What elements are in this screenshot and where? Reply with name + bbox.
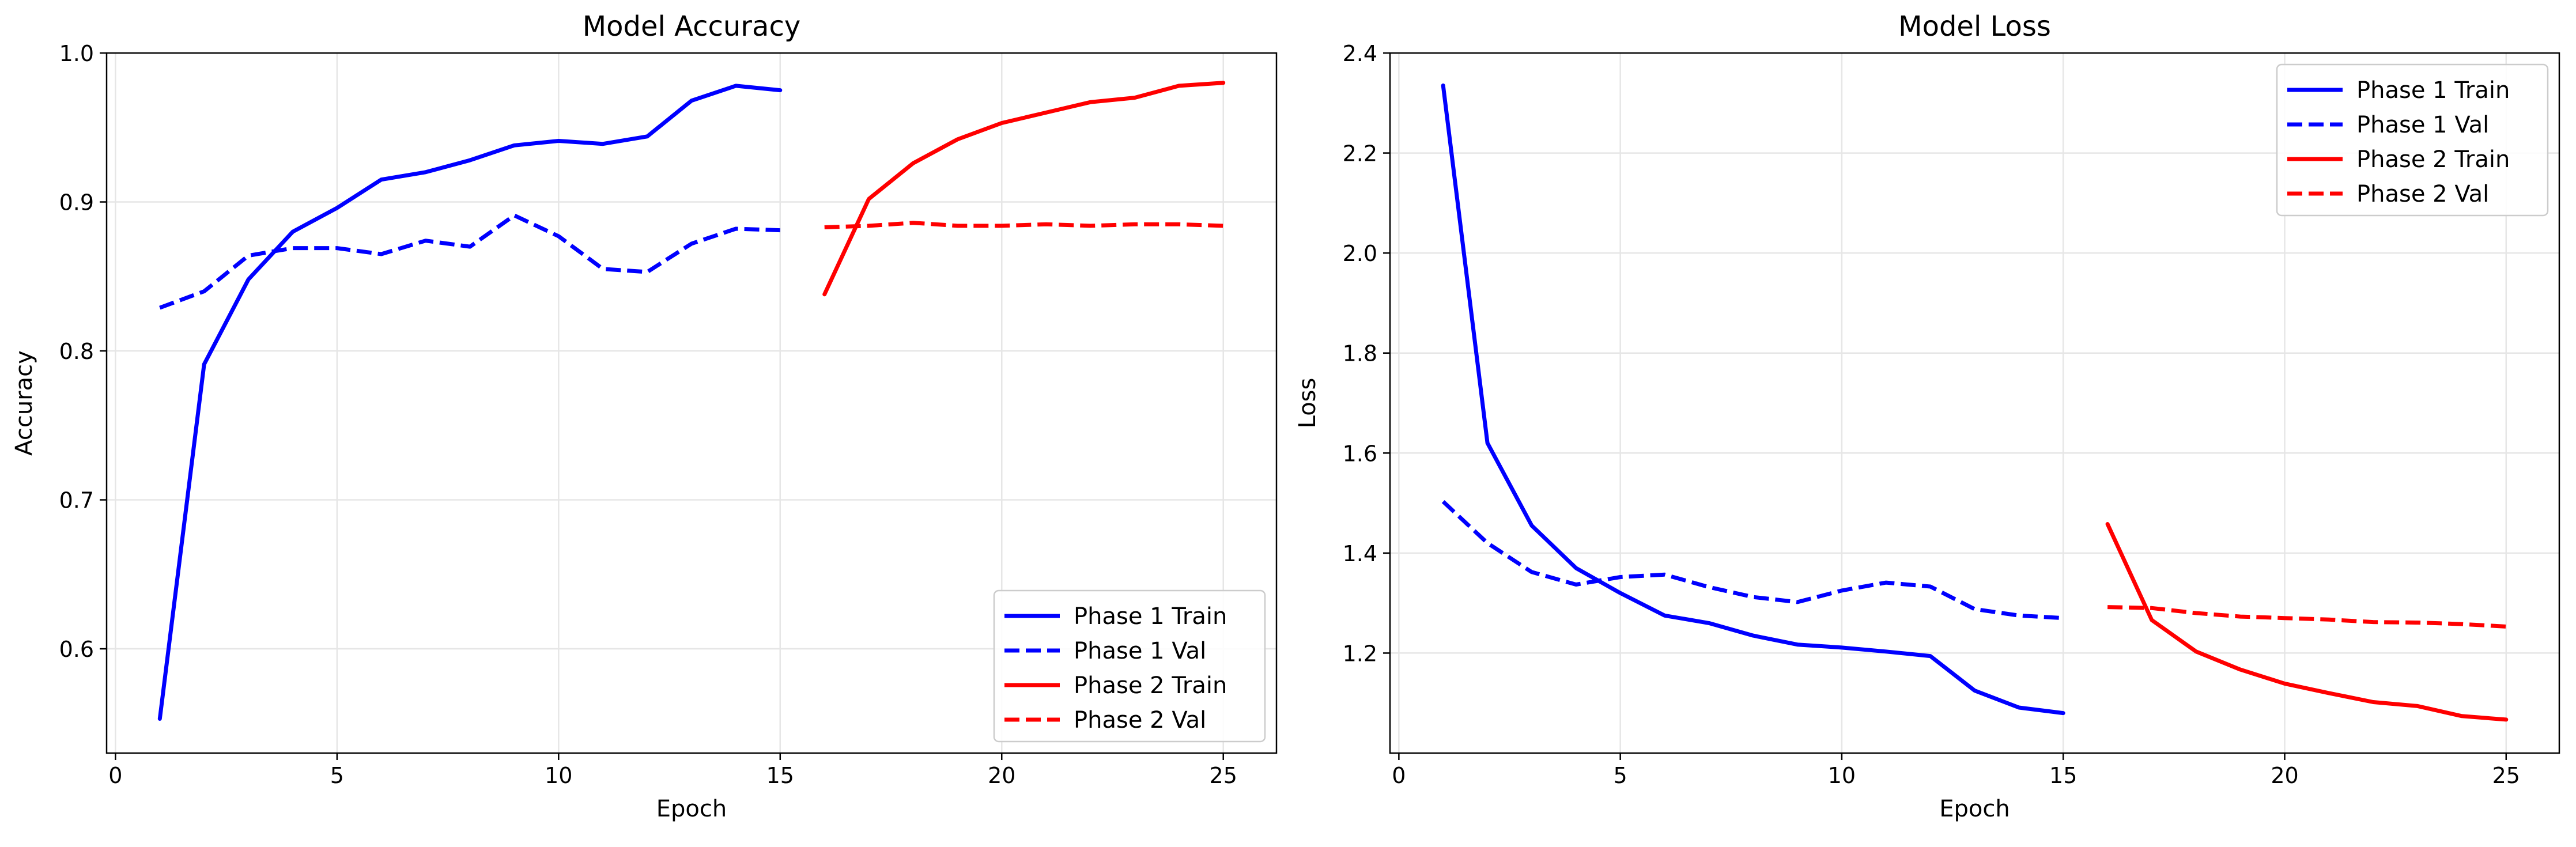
x-tick-label: 15: [2049, 763, 2077, 788]
x-tick-label: 10: [1828, 763, 1856, 788]
legend-label: Phase 1 Train: [1074, 603, 1227, 630]
x-tick-label: 10: [545, 763, 572, 788]
x-tick-label: 20: [988, 763, 1015, 788]
x-tick-label: 5: [1614, 763, 1627, 788]
legend-label: Phase 2 Val: [1074, 707, 1206, 733]
x-tick-label: 25: [1210, 763, 1237, 788]
y-axis-label: Loss: [1294, 378, 1321, 429]
legend-label: Phase 1 Val: [2356, 112, 2489, 138]
y-tick-label: 2.0: [1343, 241, 1377, 266]
y-tick-label: 0.6: [59, 637, 94, 662]
loss-grid: [1390, 52, 2559, 753]
series-line-phase-2-val: [2107, 605, 2506, 629]
y-tick-label: 0.7: [59, 488, 94, 513]
accuracy-chart: 0 5 10 15 20 25 0.6 0.7 0.8 0.9 1.0 Model Accuracy E…: [11, 10, 1278, 822]
legend-label: Phase 2 Train: [2356, 146, 2510, 173]
x-tick-label: 25: [2492, 763, 2520, 788]
legend-label: Phase 2 Train: [1074, 672, 1227, 699]
chart-title: Model Accuracy: [583, 10, 801, 43]
loss-chart: 0 5 10 15 20 25 1.2 1.4 1.6 1.8 2.0 2.2 2.4 Model Los…: [1294, 10, 2560, 822]
x-tick-label: 20: [2271, 763, 2298, 788]
accuracy-legend: Phase 1 Train Phase 1 Val Phase 2 Train Pha…: [993, 589, 1266, 743]
y-tick-label: 1.0: [59, 41, 94, 66]
x-tick-label: 5: [330, 763, 344, 788]
legend-label: Phase 1 Val: [1074, 638, 1206, 664]
legend-label: Phase 1 Train: [2356, 77, 2510, 104]
y-tick-label: 0.8: [59, 339, 94, 364]
legend-box: [2276, 63, 2549, 217]
y-tick-label: 1.4: [1343, 541, 1377, 566]
y-tick-label: 1.8: [1343, 341, 1377, 366]
legend-box: [993, 589, 1266, 743]
y-axis-label: Accuracy: [11, 350, 37, 456]
series-line-phase-2-train: [822, 81, 1226, 297]
x-tick-label: 15: [766, 763, 794, 788]
legend-label: Phase 2 Val: [2356, 181, 2489, 207]
loss-legend: Phase 1 Train Phase 1 Val Phase 2 Train Pha…: [2276, 63, 2549, 217]
chart-title: Model Loss: [1898, 10, 2051, 43]
loss-axes-frame: [1389, 52, 2560, 754]
series-line-phase-1-val: [1441, 500, 2064, 621]
series-line-phase-2-train: [2105, 522, 2509, 722]
y-tick-label: 1.6: [1343, 441, 1377, 466]
y-tick-label: 0.9: [59, 190, 94, 215]
series-line-phase-1-train: [1441, 83, 2065, 716]
x-tick-label: 0: [108, 763, 122, 788]
x-tick-label: 0: [1392, 763, 1406, 788]
series-line-phase-1-val: [159, 213, 780, 310]
y-tick-label: 2.4: [1343, 41, 1377, 66]
series-line-phase-2-val: [824, 221, 1223, 229]
y-tick-label: 1.2: [1343, 641, 1377, 666]
x-axis-label: Epoch: [656, 796, 727, 822]
y-tick-label: 2.2: [1343, 141, 1377, 167]
x-axis-label: Epoch: [1939, 796, 2010, 822]
accuracy-axes-frame: [105, 52, 1278, 754]
series-line-phase-1-train: [157, 84, 783, 721]
